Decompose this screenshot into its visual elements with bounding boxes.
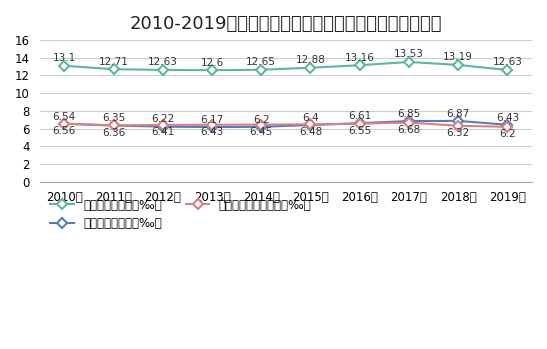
Text: 13.53: 13.53 (394, 49, 424, 59)
Text: 6.43: 6.43 (200, 127, 224, 137)
Text: 13.16: 13.16 (345, 53, 375, 62)
Text: 6.32: 6.32 (446, 128, 470, 138)
Text: 6.68: 6.68 (397, 125, 421, 135)
Text: 6.35: 6.35 (102, 113, 125, 123)
Text: 6.56: 6.56 (53, 126, 76, 136)
Text: 6.55: 6.55 (348, 126, 371, 136)
Text: 6.2: 6.2 (253, 114, 270, 125)
Text: 12.63: 12.63 (492, 57, 522, 67)
Text: 13.1: 13.1 (53, 53, 76, 63)
Text: 12.71: 12.71 (98, 57, 129, 67)
Text: 6.43: 6.43 (496, 113, 519, 122)
Title: 2010-2019年云南常住人口出生率、死亡率、自然增长率: 2010-2019年云南常住人口出生率、死亡率、自然增长率 (130, 15, 442, 33)
Text: 12.65: 12.65 (246, 57, 276, 67)
Text: 6.17: 6.17 (200, 115, 224, 125)
Text: 6.22: 6.22 (151, 114, 174, 125)
Text: 6.45: 6.45 (249, 127, 273, 137)
Text: 6.87: 6.87 (446, 109, 470, 119)
Text: 12.6: 12.6 (200, 58, 224, 68)
Text: 6.85: 6.85 (397, 109, 421, 119)
Text: 6.2: 6.2 (499, 129, 516, 139)
Text: 6.61: 6.61 (348, 111, 371, 121)
Text: 6.4: 6.4 (302, 113, 319, 123)
Text: 13.19: 13.19 (443, 52, 473, 62)
Text: 6.54: 6.54 (53, 112, 76, 121)
Text: 6.36: 6.36 (102, 128, 125, 138)
Text: 12.88: 12.88 (295, 55, 325, 65)
Text: 6.48: 6.48 (299, 127, 322, 136)
Text: 6.41: 6.41 (151, 127, 174, 137)
Text: 12.63: 12.63 (148, 57, 178, 67)
Legend: 常住人口出生率（‰）, 常住人口死亡率（‰）, 常住人口自然增长率（‰）: 常住人口出生率（‰）, 常住人口死亡率（‰）, 常住人口自然增长率（‰） (45, 194, 316, 235)
